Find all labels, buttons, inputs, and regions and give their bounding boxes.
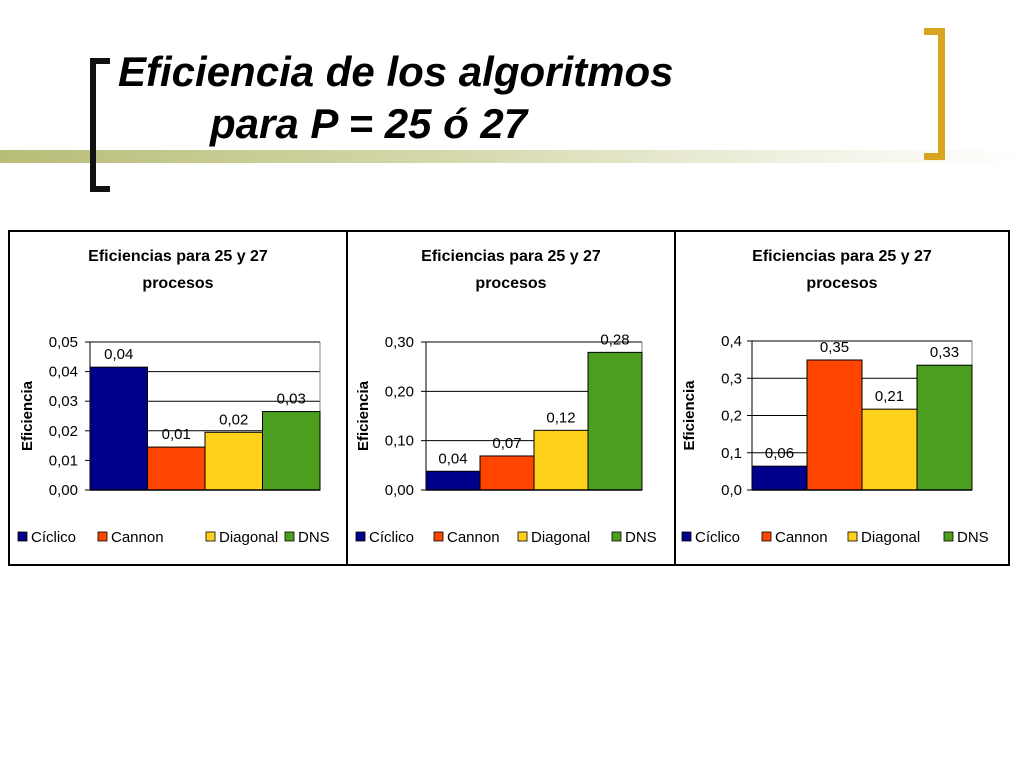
y-tick-label: 0,05: [49, 334, 78, 351]
chart-panel-3: Eficiencias para 25 y 27 procesos 0,0 0,1 0,…: [674, 230, 1010, 566]
y-tick-label: 0,0: [721, 482, 742, 499]
bar-cannon: [479, 455, 535, 491]
bar-dns: [587, 351, 643, 491]
data-label: 0,03: [277, 391, 306, 408]
bar-diagonal: [204, 431, 263, 491]
bar-diagonal: [861, 408, 918, 491]
data-label: 0,04: [104, 346, 133, 363]
chart-title-line: procesos: [806, 275, 877, 292]
legend-label: Cannon: [775, 529, 828, 546]
data-label: 0,04: [438, 450, 467, 467]
bar-cíclico: [425, 470, 481, 491]
bar-cannon: [806, 359, 863, 491]
y-tick-label: 0,2: [721, 408, 742, 425]
chart-title-line: Eficiencias para 25 y 27: [88, 248, 268, 265]
legend-swatch: [97, 531, 108, 542]
y-tick-label: 0,00: [49, 482, 78, 499]
bar-cíclico: [89, 366, 148, 491]
slide-title: Eficiencia de los algoritmos para P = 25…: [118, 46, 674, 150]
chart-title-line: procesos: [142, 275, 213, 292]
bar-chart-2: Eficiencias para 25 y 27 procesos 0,00 0,10…: [355, 248, 657, 546]
chart-title-line: Eficiencias para 25 y 27: [752, 248, 932, 265]
bar-chart-3: Eficiencias para 25 y 27 procesos 0,0 0,1 0,…: [681, 248, 989, 546]
data-label: 0,35: [820, 339, 849, 356]
left-bracket-decoration: [90, 58, 110, 192]
chart-panel-1: Eficiencias para 25 y 27 procesos 0,00 0,01…: [8, 230, 348, 566]
data-label: 0,01: [162, 426, 191, 443]
y-tick-label: 0,3: [721, 370, 742, 387]
legend-swatch: [847, 531, 858, 542]
legend-label: Cíclico: [31, 529, 76, 546]
legend-label: Cíclico: [695, 529, 740, 546]
legend-label: DNS: [957, 529, 989, 546]
bar-chart-1: Eficiencias para 25 y 27 procesos 0,00 0,01…: [17, 248, 330, 546]
slide-title-line-2: para P = 25 ó 27: [210, 100, 528, 147]
legend-label: Diagonal: [219, 529, 278, 546]
legend-label: Diagonal: [861, 529, 920, 546]
y-tick-label: 0,00: [385, 482, 414, 499]
chart-title-line: Eficiencias para 25 y 27: [421, 248, 601, 265]
legend-swatch: [433, 531, 444, 542]
y-tick-label: 0,03: [49, 393, 78, 410]
y-tick-label: 0,04: [49, 364, 78, 381]
data-label: 0,07: [492, 435, 521, 452]
legend-swatch: [205, 531, 216, 542]
right-bracket-decoration: [924, 28, 945, 160]
bar-dns: [262, 411, 321, 491]
bar-diagonal: [533, 429, 589, 491]
data-label: 0,12: [546, 409, 575, 426]
y-tick-label: 0,1: [721, 445, 742, 462]
decorative-line: [0, 150, 1024, 163]
bar-cíclico: [751, 465, 808, 491]
y-tick-label: 0,01: [49, 452, 78, 469]
legend-label: Cíclico: [369, 529, 414, 546]
data-label: 0,21: [875, 388, 904, 405]
y-tick-label: 0,30: [385, 334, 414, 351]
legend-label: Cannon: [111, 529, 164, 546]
legend-swatch: [355, 531, 366, 542]
legend-label: Cannon: [447, 529, 500, 546]
y-axis-title: Eficiencia: [19, 380, 36, 451]
bar-cannon: [147, 446, 206, 491]
slide-title-line-1: Eficiencia de los algoritmos: [118, 48, 674, 95]
bar-dns: [916, 364, 973, 491]
data-label: 0,28: [600, 331, 629, 348]
legend-swatch: [943, 531, 954, 542]
legend-label: Diagonal: [531, 529, 590, 546]
y-tick-label: 0,20: [385, 383, 414, 400]
chart-title-line: procesos: [475, 275, 546, 292]
legend-swatch: [517, 531, 528, 542]
data-label: 0,33: [930, 344, 959, 361]
legend-swatch: [17, 531, 28, 542]
y-tick-label: 0,02: [49, 423, 78, 440]
legend-label: DNS: [625, 529, 657, 546]
legend-swatch: [761, 531, 772, 542]
legend-label: DNS: [298, 529, 330, 546]
chart-panel-2: Eficiencias para 25 y 27 procesos 0,00 0,10…: [346, 230, 676, 566]
y-tick-label: 0,4: [721, 333, 742, 350]
y-axis-title: Eficiencia: [355, 380, 372, 451]
legend-swatch: [284, 531, 295, 542]
y-axis-title: Eficiencia: [681, 380, 698, 451]
y-tick-label: 0,10: [385, 433, 414, 450]
legend-swatch: [681, 531, 692, 542]
legend-swatch: [611, 531, 622, 542]
data-label: 0,06: [765, 445, 794, 462]
data-label: 0,02: [219, 411, 248, 428]
